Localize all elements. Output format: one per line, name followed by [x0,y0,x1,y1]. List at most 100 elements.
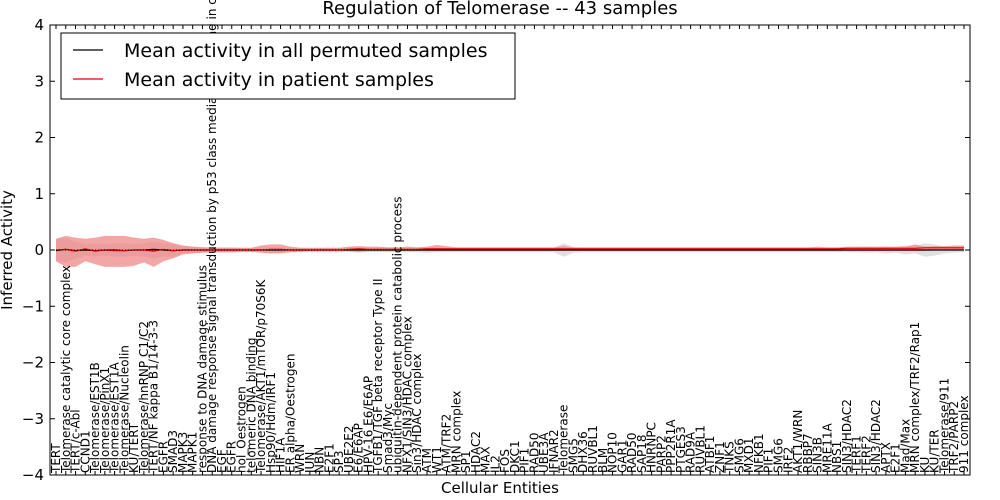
entity-label: SMG6 [732,438,746,473]
legend-label-permuted: Mean activity in all permuted samples [124,40,487,62]
entity-label: SIN3B [811,437,825,473]
entity-label: Telomerase catalytic core complex [59,265,73,474]
y-tick-label: 3 [34,72,44,90]
entity-label: NOP10 [606,432,620,473]
entity-label: SIN3/HDAC2 [869,399,883,473]
legend: Mean activity in all permuted samples Me… [60,32,516,100]
entity-label: UBE3A [537,432,551,473]
entity-label: RAD9A [684,431,698,473]
entity-label: GAR1 [615,440,629,473]
entity-label: ATBF1 [703,436,717,473]
entity-label: PTGES3 [674,426,688,473]
entity-label: Telomerase/AKT1/mTOR/p70S6K [254,278,268,474]
entity-label: NBS1 [830,441,844,473]
entity-label: SP1 [459,451,473,474]
entity-label: MRN complex [449,391,463,473]
y-tick-label: −4 [22,466,44,484]
entity-label: Telomerase/EST1B [88,362,102,474]
entity-label: WRN [293,444,307,473]
entity-label: Hsp90/Hdm/IRF1 [264,372,278,473]
entity-label: DKC1 [508,441,522,473]
series-line-1 [55,247,964,252]
entity-label: TERT/c-Abl [69,409,83,474]
entity-label: Telomerase/EST1A [108,361,122,474]
entity-label: DHX36 [576,431,590,473]
entity-label: UBE2E2 [342,426,356,473]
entity-label: PPP2R1A [664,419,678,473]
entity-label: BLM [596,448,610,473]
entity-label: Telomerase/PinX1 [98,367,112,474]
entity-label: NFKB1 [752,433,766,473]
entity-label: MAPK3 [176,432,190,473]
entity-label: FOS [498,449,512,473]
y-tick-label: 4 [34,16,44,34]
entity-label: hol_Oestrogen [235,386,249,473]
entity-label: IRF2 [781,447,795,473]
entity-label: response to DNA damage stimulus [196,265,210,473]
y-tick-label: 2 [34,129,44,147]
entity-label: MRE11A [820,422,834,473]
entity-label: SMAD3 [166,430,180,473]
entity-label: KU/TERT [127,422,141,473]
entity-label: EGFR [156,441,170,473]
entity-label: MAX [479,446,493,473]
y-axis-title: Inferred Activity [0,190,16,310]
entity-label: RAD50 [527,432,541,473]
entity-label: HNRNPC [645,422,659,473]
entity-label: ATM/TRF2 [440,414,454,473]
entity-label: KU/TER [928,429,942,473]
entity-label: IFNAR2 [547,429,561,473]
entity-label: RAD50 [625,432,639,473]
entity-label: EGF [215,449,229,473]
entity-label: Telomerase/hnRNP C1/C2 [137,321,151,474]
legend-label-patient: Mean activity in patient samples [124,69,434,91]
entity-label: TRF2/PARP2 [947,401,961,474]
entity-label: SMG5 [567,438,581,473]
entity-label: AKT1/WRN [791,410,805,473]
entity-label: DNA damage response signal transduction … [205,0,219,473]
entity-label: SIN3/HDAC2 [840,399,854,473]
legend-box [60,32,516,100]
entity-label: ER alpha/Oestrogen [283,354,297,473]
entity-label: RUVBL1 [693,425,707,473]
y-tick-label: 1 [34,185,44,203]
entity-label: TERT [49,443,63,474]
chart-title: Regulation of Telomerase -- 43 samples [322,0,677,19]
band-series-1 [56,235,964,267]
entity-label: IL2 [488,455,502,473]
entity-label: APTX [879,442,893,473]
entity-label: SP3 [332,451,346,474]
entity-label: E6/E6AP [352,423,366,473]
x-axis-title: Cellular Entities [441,479,559,497]
entity-label: Sin3/HDAC complex [410,354,424,473]
entity-label: SAP18 [635,434,649,473]
entity-label: HPV-16 E6/E6AP [361,376,375,473]
x-axis-ticks [55,25,965,475]
entity-label: ZNF1 [713,441,727,473]
entity-label: ubiquitin-dependent protein catabolic pr… [391,197,405,473]
bands-layer [56,235,964,267]
entity-label: SMG6 [772,438,786,473]
entity-label: ATM [420,448,434,473]
entity-label: Smad3/Myc [381,403,395,473]
entity-label: MAPK1 [186,432,200,473]
y-axis-ticks: −4 −3 −2 −1 0 1 2 3 4 [22,16,970,484]
entity-label: JUN [303,452,317,474]
entity-label: NFX1/SIN3/HDAC complex [401,316,415,473]
entity-label: E2F1 [322,443,336,473]
entity-label: RUVBL1 [586,425,600,473]
entity-label: TERF1 [850,435,864,474]
entity-label: NBN [313,447,327,473]
entity-label: MXD1 [742,438,756,473]
y-tick-label: −1 [22,297,44,315]
entity-label: KU [918,457,932,473]
plot-frame [49,24,971,476]
entity-label: TGFB1/TGF beta receptor Type II [371,278,385,474]
entity-label: HIF1A [274,437,288,473]
entity-label: RBBP7 [801,433,815,473]
y-tick-label: −3 [22,410,44,428]
y-tick-label: 0 [34,241,44,259]
entity-label: TERT/NF kappa B1/14-3-3 [147,320,161,474]
